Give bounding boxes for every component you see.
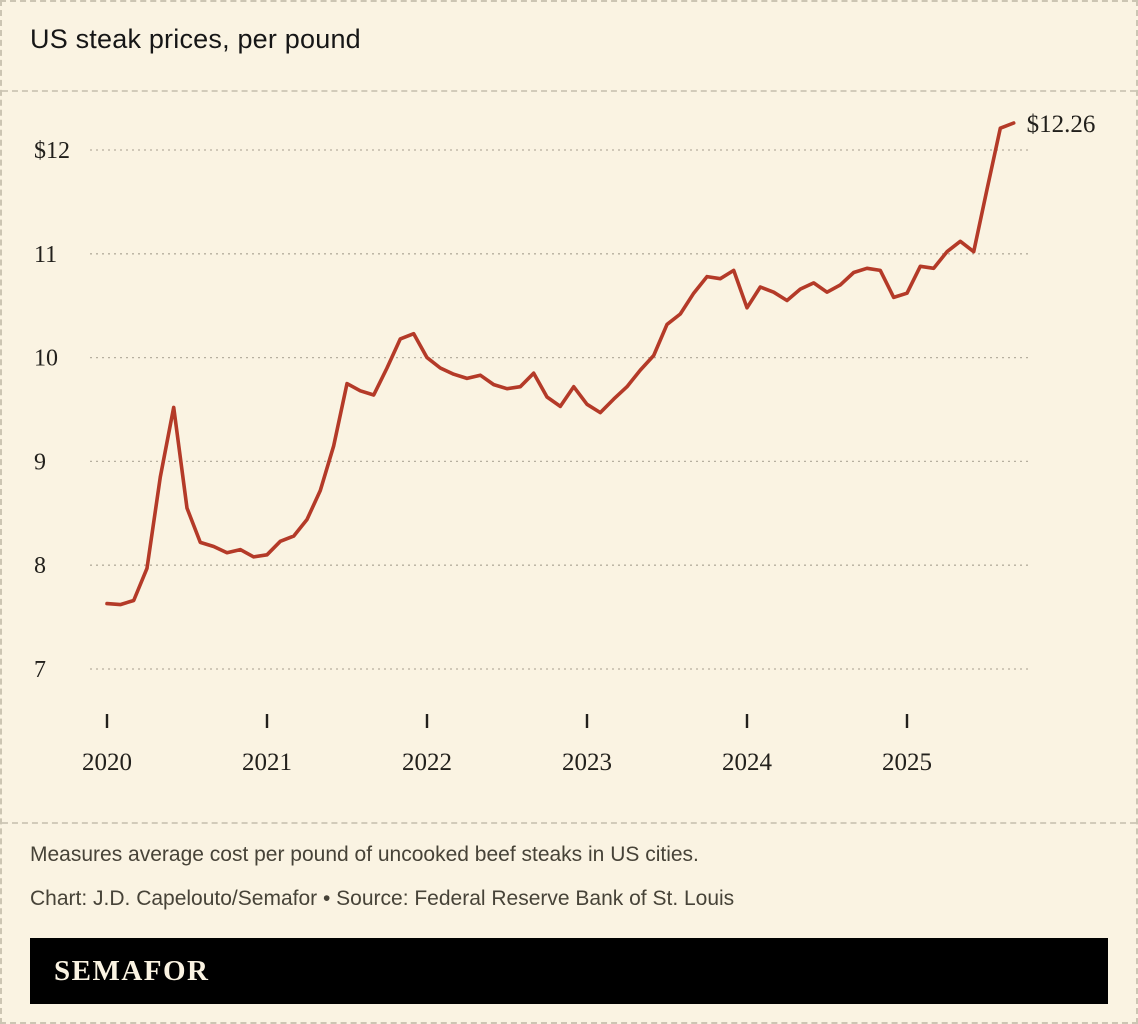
semafor-logo-bar: SEMAFOR [30,938,1108,1004]
x-axis-label: 2022 [402,749,452,776]
title-divider [2,90,1136,92]
y-axis-label: 11 [34,242,57,268]
x-axis-label: 2020 [82,749,132,776]
x-axis-label: 2023 [562,749,612,776]
x-axis-label: 2025 [882,749,932,776]
price-line [105,121,1016,607]
y-axis-label: 7 [34,657,46,683]
x-axis-label: 2021 [242,749,292,776]
semafor-logo: SEMAFOR [54,954,210,987]
footer-divider [2,822,1136,824]
y-axis-label: 10 [34,346,58,372]
y-axis-label: 9 [34,449,46,475]
chart-note: Measures average cost per pound of uncoo… [30,843,699,866]
end-value-label: $12.26 [1027,111,1096,138]
y-axis-label: $12 [34,138,70,164]
steak-price-line-chart: 7 8 9 10 11 $12 2020 2021 2022 2023 2024 2025 $12.26 [34,111,1096,776]
x-axis-label: 2024 [722,749,773,776]
chart-credit: Chart: J.D. Capelouto/Semafor • Source: … [30,887,735,910]
chart-title: US steak prices, per pound [30,24,361,54]
y-axis-label: 8 [34,553,46,579]
